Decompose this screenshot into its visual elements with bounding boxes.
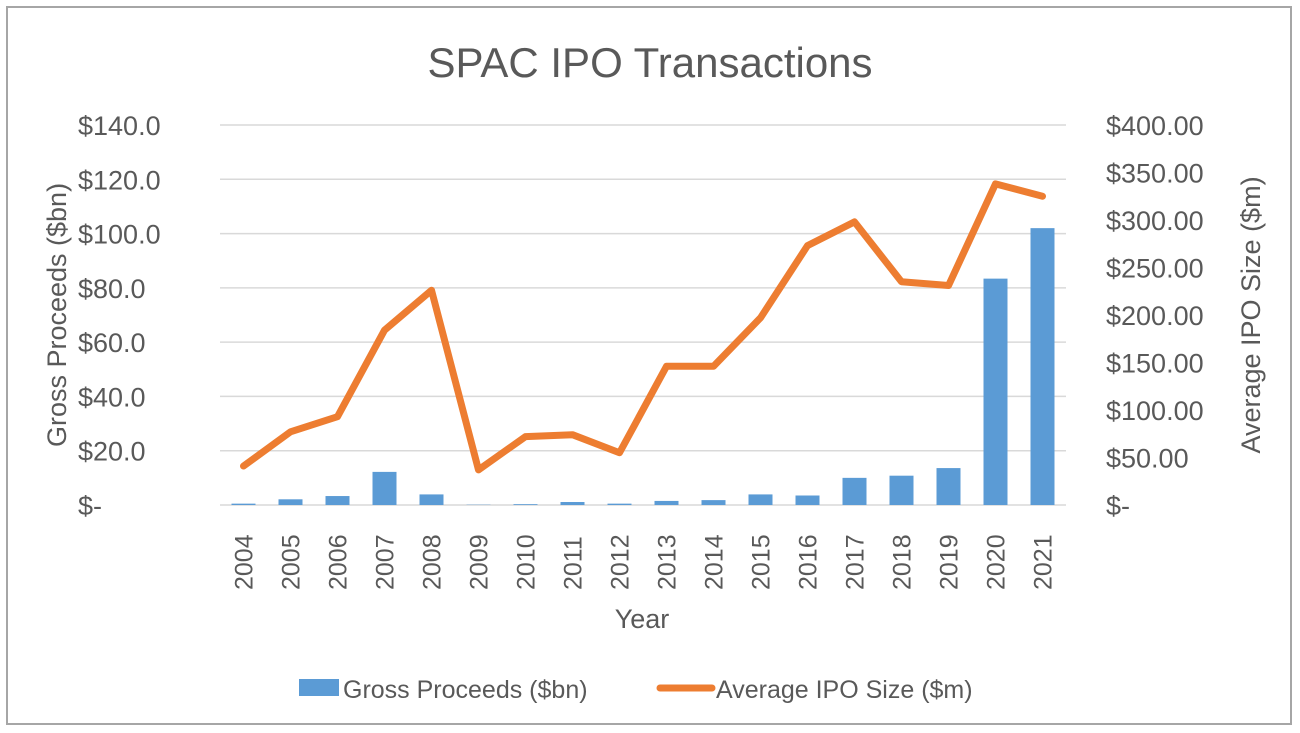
legend-swatch-bar	[299, 679, 339, 696]
y-tick-label: $60.0	[78, 328, 146, 358]
bar	[936, 468, 961, 505]
y-tick-label: $-	[78, 491, 102, 521]
y2-tick-label: $250.00	[1106, 254, 1204, 284]
legend: Gross Proceeds ($bn) Average IPO Size ($…	[299, 676, 973, 704]
bar	[654, 500, 679, 505]
x-tick-label: 2020	[983, 534, 1011, 590]
chart-frame	[6, 6, 1292, 725]
y-tick-label: $20.0	[78, 437, 146, 467]
y2-axis-label: Average IPO Size ($m)	[1236, 176, 1266, 453]
x-tick-label: 2005	[278, 534, 306, 590]
bar	[372, 471, 397, 505]
y2-tick-label: $100.00	[1106, 396, 1204, 426]
y-tick-label: $40.0	[78, 382, 146, 412]
x-tick-label: 2012	[607, 534, 635, 590]
y2-tick-label: $200.00	[1106, 301, 1204, 331]
y-axis-label: Gross Proceeds ($bn)	[42, 183, 72, 447]
y-tick-label: $80.0	[78, 274, 146, 304]
bar	[889, 475, 914, 505]
x-tick-label: 2014	[701, 534, 729, 590]
bar	[983, 278, 1008, 505]
bar	[278, 499, 303, 505]
y-tick-label: $100.0	[78, 220, 161, 250]
bar	[1030, 228, 1055, 505]
x-tick-label: 2004	[231, 534, 259, 590]
x-tick-label: 2008	[419, 534, 447, 590]
y2-tick-label: $-	[1106, 491, 1130, 521]
y-tick-label: $120.0	[78, 165, 161, 195]
x-tick-label: 2015	[748, 534, 776, 590]
x-tick-label: 2006	[325, 534, 353, 590]
legend-label-bar: Gross Proceeds ($bn)	[343, 676, 588, 704]
y2-tick-label: $300.00	[1106, 206, 1204, 236]
chart-title: SPAC IPO Transactions	[427, 39, 872, 86]
bar	[795, 495, 820, 505]
x-tick-label: 2010	[513, 534, 541, 590]
bar	[419, 494, 444, 505]
x-tick-label: 2019	[936, 534, 964, 590]
bar	[701, 500, 726, 505]
x-tick-label: 2013	[654, 534, 682, 590]
legend-label-line: Average IPO Size ($m)	[716, 676, 973, 704]
bar	[607, 503, 632, 505]
x-tick-label: 2011	[560, 536, 588, 590]
bar	[231, 503, 256, 505]
x-axis-label: Year	[615, 604, 670, 634]
x-tick-label: 2021	[1030, 534, 1058, 590]
x-tick-label: 2018	[889, 534, 917, 590]
bar	[560, 502, 585, 505]
y2-tick-label: $350.00	[1106, 159, 1204, 189]
series-line	[240, 180, 1046, 474]
bar	[325, 496, 350, 505]
bar	[842, 477, 867, 505]
y2-tick-label: $150.00	[1106, 349, 1204, 379]
x-tick-label: 2016	[795, 534, 823, 590]
x-tick-label: 2017	[842, 534, 870, 590]
y2-tick-label: $50.00	[1106, 444, 1189, 474]
y2-tick-label: $400.00	[1106, 111, 1204, 141]
bar	[748, 494, 773, 505]
y-tick-label: $140.0	[78, 111, 161, 141]
x-tick-label: 2007	[372, 534, 400, 590]
bar	[513, 504, 538, 505]
x-tick-label: 2009	[466, 534, 494, 590]
